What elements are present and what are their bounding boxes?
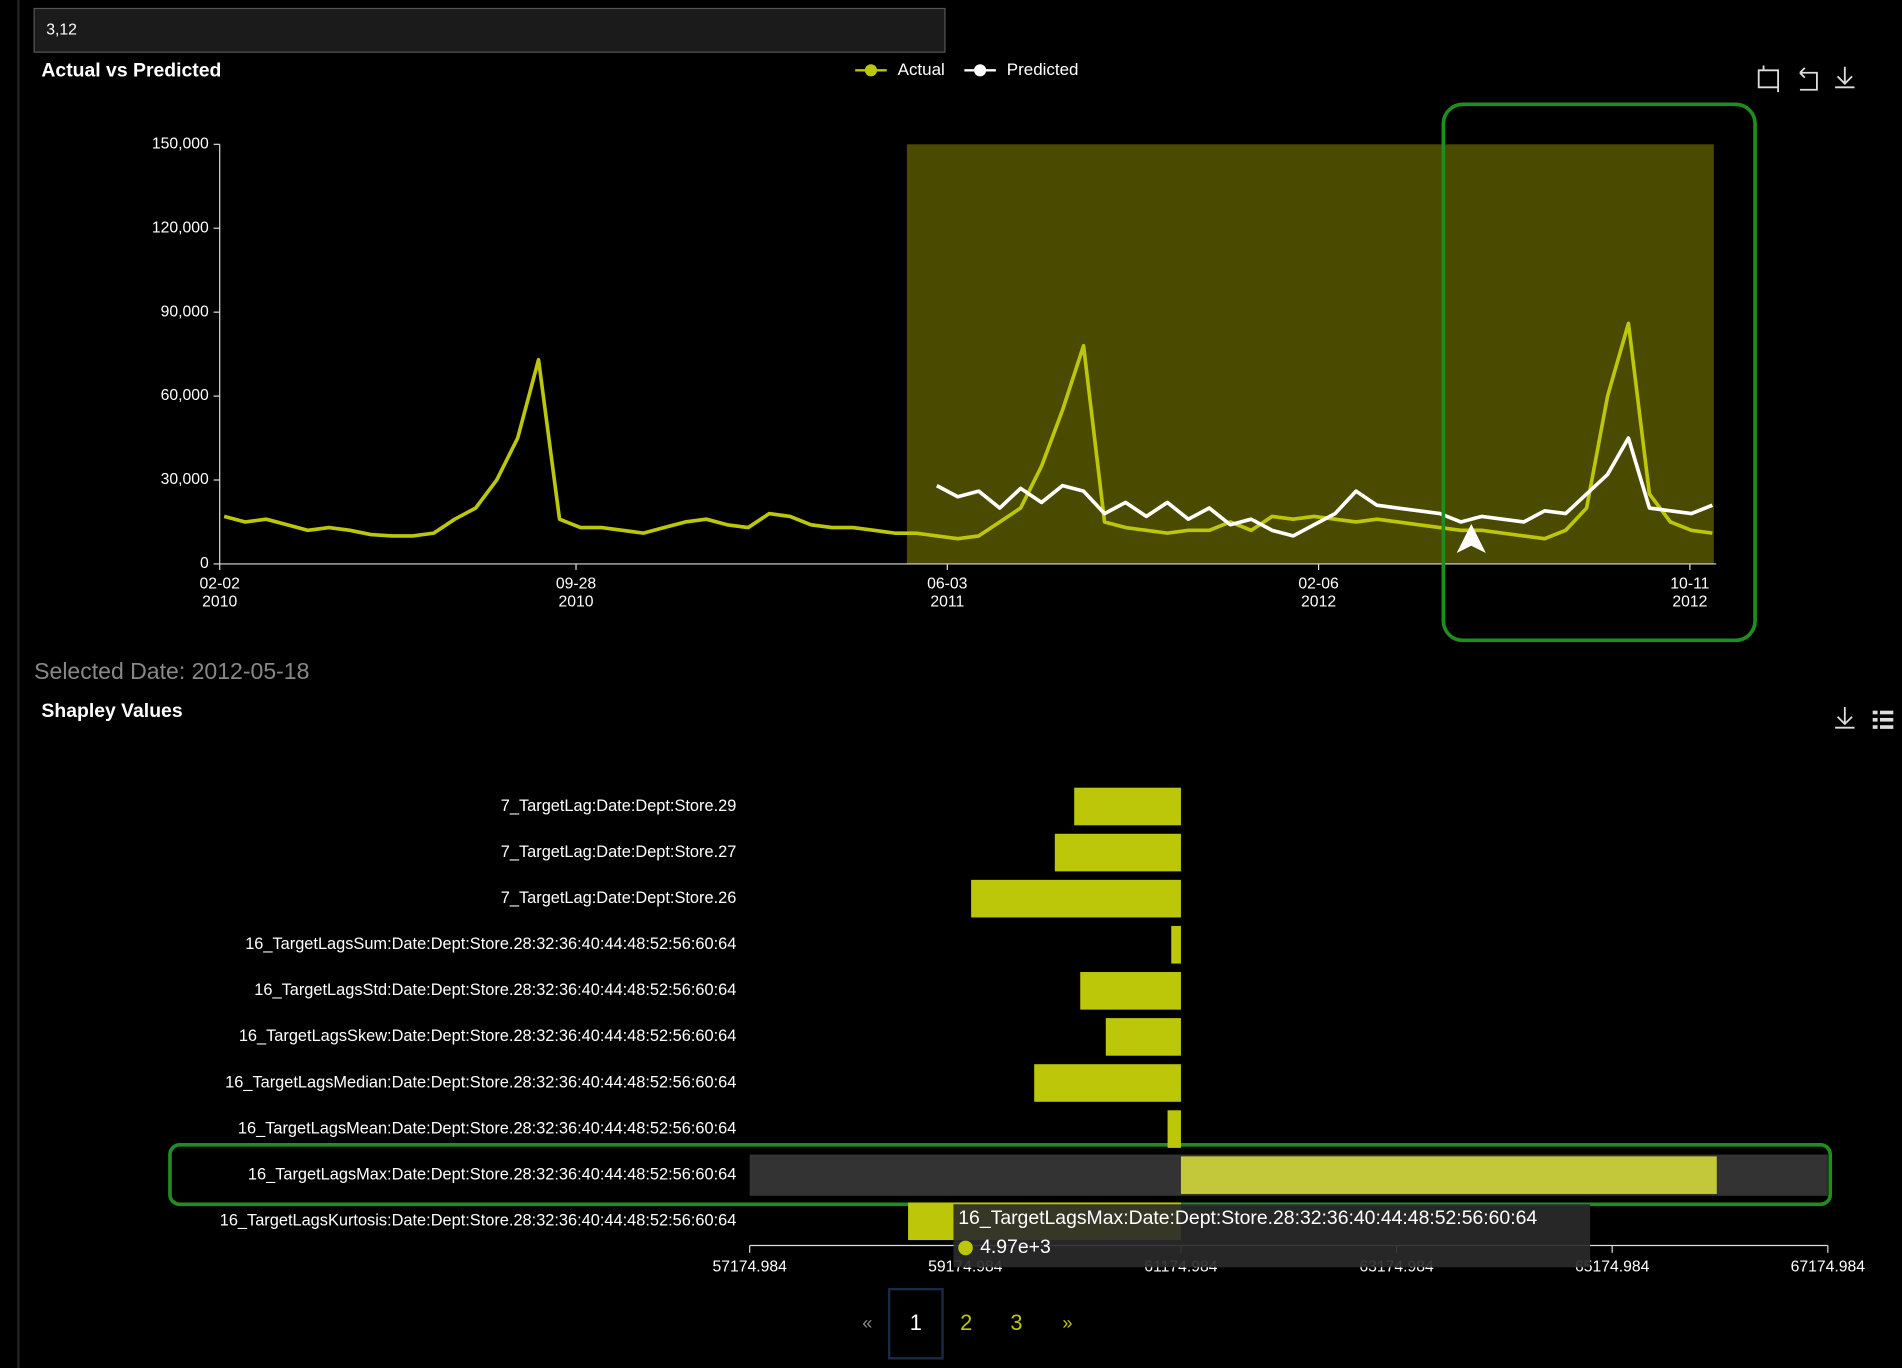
y-tick-label: 0 <box>200 555 209 572</box>
y-tick-label: 30,000 <box>161 471 209 488</box>
x-tick-label: 02-06 2012 <box>1298 576 1339 611</box>
page-prev[interactable]: « <box>862 1313 872 1333</box>
cursor <box>1456 523 1486 554</box>
bar <box>1171 925 1181 964</box>
category-label: 7_TargetLag:Date:Dept:Store.26 <box>501 889 737 907</box>
tooltip-box <box>953 1204 1591 1268</box>
page-link[interactable]: 3 <box>1010 1310 1022 1335</box>
legend-label: Actual <box>898 60 945 79</box>
highlight-box <box>1441 102 1757 643</box>
bar <box>1167 1110 1181 1148</box>
bar <box>1080 972 1181 1010</box>
tooltip-title: 16_TargetLagsMax:Date:Dept:Store.28:32:3… <box>958 1207 1537 1229</box>
download-icon[interactable] <box>1835 707 1855 729</box>
page-next[interactable]: » <box>1062 1313 1072 1333</box>
category-label: 16_TargetLagsMean:Date:Dept:Store.28:32:… <box>238 1119 736 1137</box>
bar <box>1074 787 1181 826</box>
category-label: 7_TargetLag:Date:Dept:Store.27 <box>501 843 737 861</box>
bar <box>1105 1018 1181 1056</box>
chart-title: Shapley Values <box>41 700 182 722</box>
x-tick-label: 67174.984 <box>1791 1258 1866 1275</box>
x-tick-label: 02-02 2010 <box>200 576 240 611</box>
zoom-icon[interactable] <box>1757 65 1780 93</box>
category-label: 16_TargetLagsSkew:Date:Dept:Store.28:32:… <box>239 1027 737 1045</box>
category-label: 7_TargetLag:Date:Dept:Store.29 <box>501 797 737 815</box>
charts: 0 30,000 60,000 90,000 120,000 150,000 02-02 20… <box>152 60 1865 1276</box>
page-link[interactable]: 1 <box>910 1310 922 1335</box>
category-label: 16_TargetLagsMedian:Date:Dept:Store.28:3… <box>225 1073 736 1091</box>
category-label: 16_TargetLagsMax:Date:Dept:Store.28:32:3… <box>248 1165 736 1183</box>
selected-date: Selected Date: 2012-05-18 <box>34 658 309 684</box>
filter-input[interactable]: 3,12 <box>46 21 77 38</box>
x-tick-label: 06-03 2011 <box>927 576 968 611</box>
y-tick-label: 150,000 <box>152 135 209 152</box>
legend-marker <box>974 64 987 77</box>
series-line <box>935 436 1714 538</box>
toolbar-icons[interactable] <box>1757 65 1855 729</box>
chart-title: Actual vs Predicted <box>41 60 221 82</box>
download-icon[interactable] <box>1835 66 1855 89</box>
bar <box>1180 1156 1717 1194</box>
brush-selection <box>906 144 1714 564</box>
x-tick-label: 10-11 2012 <box>1670 576 1709 611</box>
page-link[interactable]: 2 <box>960 1310 972 1335</box>
y-tick-label: 120,000 <box>152 219 209 236</box>
tooltip-marker <box>958 1240 973 1256</box>
bar <box>1054 833 1181 872</box>
bar <box>1034 1064 1181 1102</box>
category-label: 16_TargetLagsKurtosis:Date:Dept:Store.28… <box>220 1212 737 1230</box>
reset-icon[interactable] <box>1799 67 1818 91</box>
y-tick-label: 90,000 <box>161 303 209 320</box>
x-tick-label: 09-28 2010 <box>556 576 597 611</box>
bar <box>971 879 1181 918</box>
current-page-box <box>887 1287 944 1360</box>
x-tick-label: 57174.984 <box>712 1258 787 1275</box>
legend-marker <box>864 64 878 77</box>
series-line <box>223 321 1713 541</box>
pagination: « 1 2 3 » <box>862 1287 1072 1360</box>
filter-input-box[interactable] <box>33 7 946 53</box>
x-tick-label: 65174.984 <box>1575 1258 1650 1275</box>
list-icon[interactable] <box>1872 710 1894 729</box>
tooltip-value: 4.97e+3 <box>980 1236 1051 1258</box>
y-tick-label: 60,000 <box>161 387 209 404</box>
category-label: 16_TargetLagsSum:Date:Dept:Store.28:32:3… <box>245 935 736 953</box>
legend-label: Predicted <box>1007 60 1079 79</box>
category-label: 16_TargetLagsStd:Date:Dept:Store.28:32:3… <box>254 981 736 999</box>
